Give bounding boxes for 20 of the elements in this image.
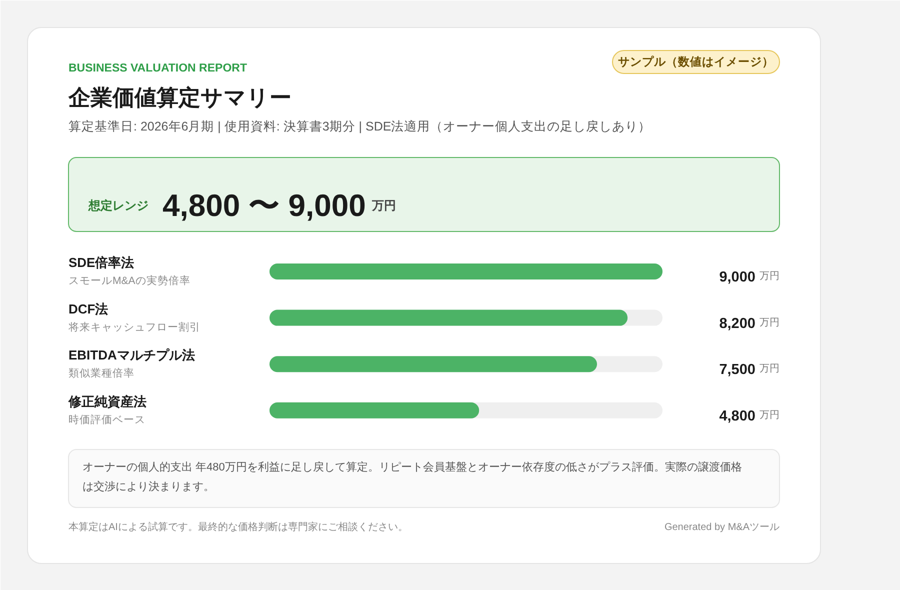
text: サンプル（数値はイメージ） [618,54,774,68]
data-label: 9,000 万円 [719,270,780,286]
y-tick-label: 修正純資産法 [68,394,146,409]
chart-subtitle: 算定基準日: 2026年6月期 | 使用資料: 決算書3期分 | SDE法適用（オーナー個人支出の足し戻しあり） [68,118,652,134]
data-label: 8,200 万円 [719,316,780,332]
text: オーナーの個人的支出 年480万円を利益に足し戻して算定。リピート会員基盤とオーナー依存度の低さがプラス評価。実際の譲渡価格は交渉により決まります。 [82,460,742,493]
text: スモールM&Aの実勢倍率 [68,274,190,287]
text: Generated by M&Aツール [664,522,780,533]
data-label: 7,500 万円 [719,362,780,378]
chart-title: 企業価値算定サマリー [68,85,292,110]
text: 想定レンジ [88,198,148,212]
text: 本算定はAIによる試算です。最終的な価格判断は専門家にご相談ください。 [68,521,408,533]
text: 時価評価ベース [68,412,146,426]
data-label: 4,800 万円 [719,408,780,424]
text: BUSINESS VALUATION REPORT [68,62,247,74]
y-tick-label: DCF法 [68,301,108,316]
y-tick-label: EBITDAマルチプル法 [68,348,195,363]
text: 将来キャッシュフロー割引 [68,320,200,334]
y-tick-label: SDE倍率法 [68,255,134,270]
text: 類似業種倍率 [68,366,134,380]
